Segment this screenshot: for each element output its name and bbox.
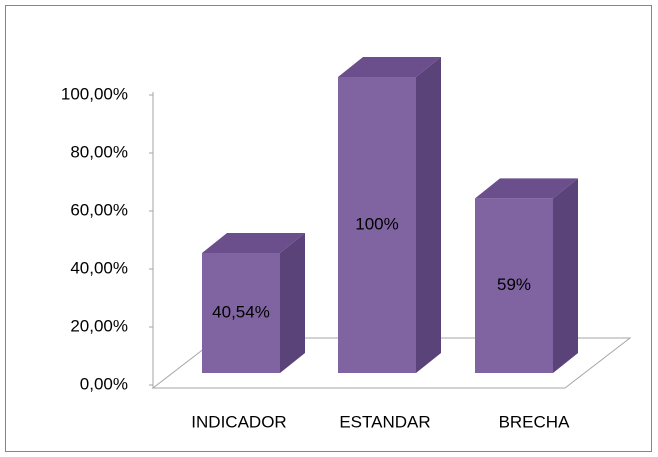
data-label: 40,54% <box>212 302 270 321</box>
x-tick-label: ESTANDAR <box>339 412 430 431</box>
data-label: 59% <box>497 275 531 294</box>
y-tick-label: 100,00% <box>61 84 128 103</box>
bar-side <box>416 57 441 373</box>
y-tick-label: 60,00% <box>70 200 128 219</box>
x-tick-label: BRECHA <box>499 412 571 431</box>
bar-top <box>202 233 305 254</box>
y-tick-label: 80,00% <box>70 142 128 161</box>
y-tick-label: 0,00% <box>80 374 128 393</box>
bar-side <box>553 178 578 373</box>
bar <box>202 253 280 373</box>
bar-side <box>280 233 305 373</box>
bar-top <box>338 57 441 77</box>
bar <box>475 198 553 373</box>
y-tick-label: 20,00% <box>70 316 128 335</box>
bar <box>338 77 416 373</box>
data-label: 100% <box>355 214 398 233</box>
bar-top <box>475 178 578 199</box>
y-tick-label: 40,00% <box>70 258 128 277</box>
x-tick-label: INDICADOR <box>191 412 286 431</box>
